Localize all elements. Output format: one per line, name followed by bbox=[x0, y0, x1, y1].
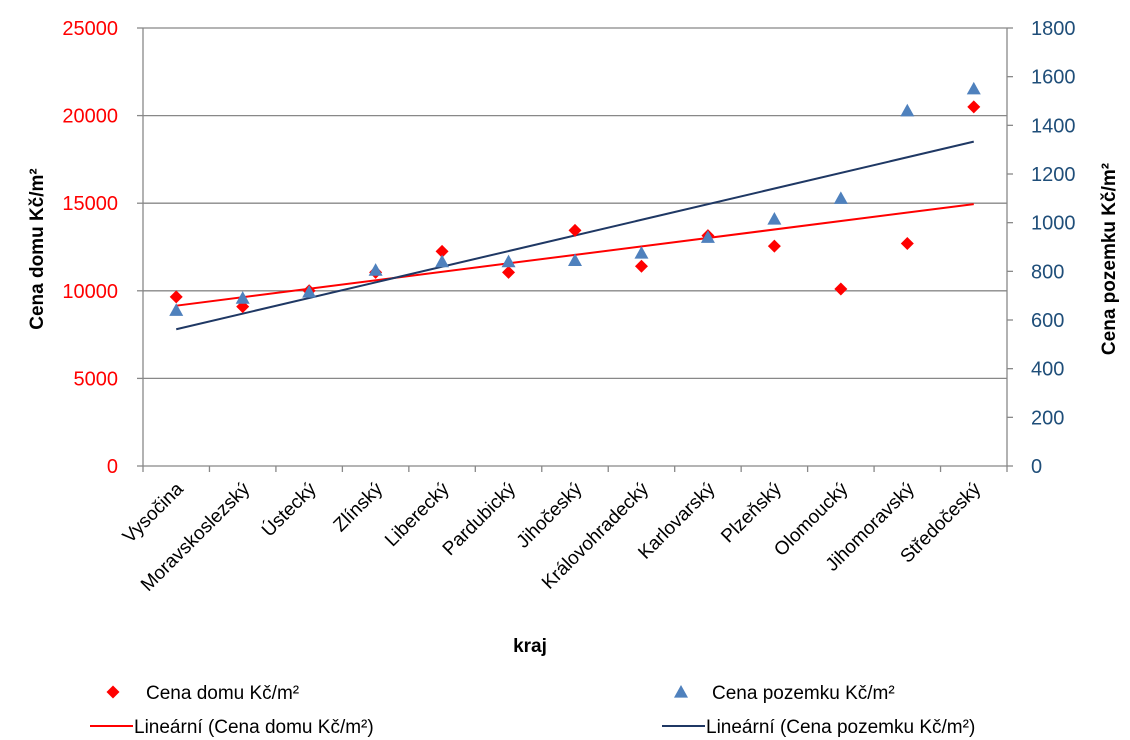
series-0-point-0 bbox=[169, 290, 183, 304]
x-tick-label-2: Ústecký bbox=[257, 478, 321, 542]
series-0-point-7 bbox=[634, 259, 648, 273]
y-right-tick-label-8: 1600 bbox=[1031, 67, 1076, 89]
y-axis-right-title: Cena pozemku Kč/m² bbox=[1099, 163, 1120, 355]
series-0-point-11 bbox=[900, 236, 914, 250]
x-axis-title: kraj bbox=[513, 636, 547, 657]
series-1-point-7 bbox=[634, 246, 649, 259]
series-1-point-12 bbox=[966, 81, 981, 95]
legend-trend-label-1: Lineární (Cena pozemku Kč/m²) bbox=[706, 717, 975, 738]
legend-marker-1 bbox=[674, 685, 688, 698]
series-1-point-2 bbox=[302, 285, 317, 298]
series-1-point-9 bbox=[767, 212, 782, 225]
y-right-tick-label-9: 1800 bbox=[1031, 18, 1076, 40]
y-axis-left-title: Cena domu Kč/m² bbox=[27, 168, 48, 330]
x-tick-label-9: Plzeňský bbox=[717, 478, 786, 547]
y-left-tick-label-5: 25000 bbox=[62, 18, 118, 40]
series-0-point-10 bbox=[834, 282, 848, 296]
y-left-tick-label-2: 10000 bbox=[62, 281, 118, 303]
legend-label-0: Cena domu Kč/m² bbox=[146, 683, 299, 704]
y-left-tick-label-3: 15000 bbox=[62, 193, 118, 215]
y-right-tick-label-2: 400 bbox=[1031, 359, 1064, 381]
series-1-point-4 bbox=[435, 254, 450, 268]
x-tick-label-5: Pardubický bbox=[439, 478, 521, 560]
series-1-point-10 bbox=[833, 191, 848, 204]
y-right-tick-label-6: 1200 bbox=[1031, 164, 1076, 186]
y-right-tick-label-4: 800 bbox=[1031, 261, 1064, 283]
legend-trend-label-0: Lineární (Cena domu Kč/m²) bbox=[134, 717, 374, 738]
series-0-point-9 bbox=[767, 239, 781, 253]
y-left-tick-label-0: 0 bbox=[107, 456, 118, 478]
series-1-point-0 bbox=[169, 303, 184, 316]
series-1-point-11 bbox=[900, 103, 915, 117]
y-right-tick-label-1: 200 bbox=[1031, 407, 1064, 429]
y-right-tick-label-7: 1400 bbox=[1031, 115, 1076, 137]
x-tick-label-0: Vysočina bbox=[119, 478, 188, 547]
legend-marker-0 bbox=[106, 685, 120, 699]
y-right-tick-label-0: 0 bbox=[1031, 456, 1042, 478]
series-1-point-5 bbox=[501, 254, 516, 268]
series-1-point-8 bbox=[700, 230, 715, 243]
y-left-tick-label-1: 5000 bbox=[74, 368, 119, 390]
y-right-tick-label-3: 600 bbox=[1031, 310, 1064, 332]
series-0-point-6 bbox=[568, 223, 582, 237]
series-1-point-1 bbox=[235, 291, 250, 304]
series-0-point-12 bbox=[967, 100, 981, 114]
legend-label-1: Cena pozemku Kč/m² bbox=[712, 683, 895, 704]
series-1-point-3 bbox=[368, 263, 383, 276]
series-0-point-5 bbox=[502, 265, 516, 279]
y-left-tick-label-4: 20000 bbox=[62, 106, 118, 128]
x-tick-label-3: Zlínský bbox=[330, 478, 388, 536]
y-right-tick-label-5: 1000 bbox=[1031, 213, 1076, 235]
series-0-point-4 bbox=[435, 244, 449, 258]
series-1-point-6 bbox=[568, 253, 582, 266]
